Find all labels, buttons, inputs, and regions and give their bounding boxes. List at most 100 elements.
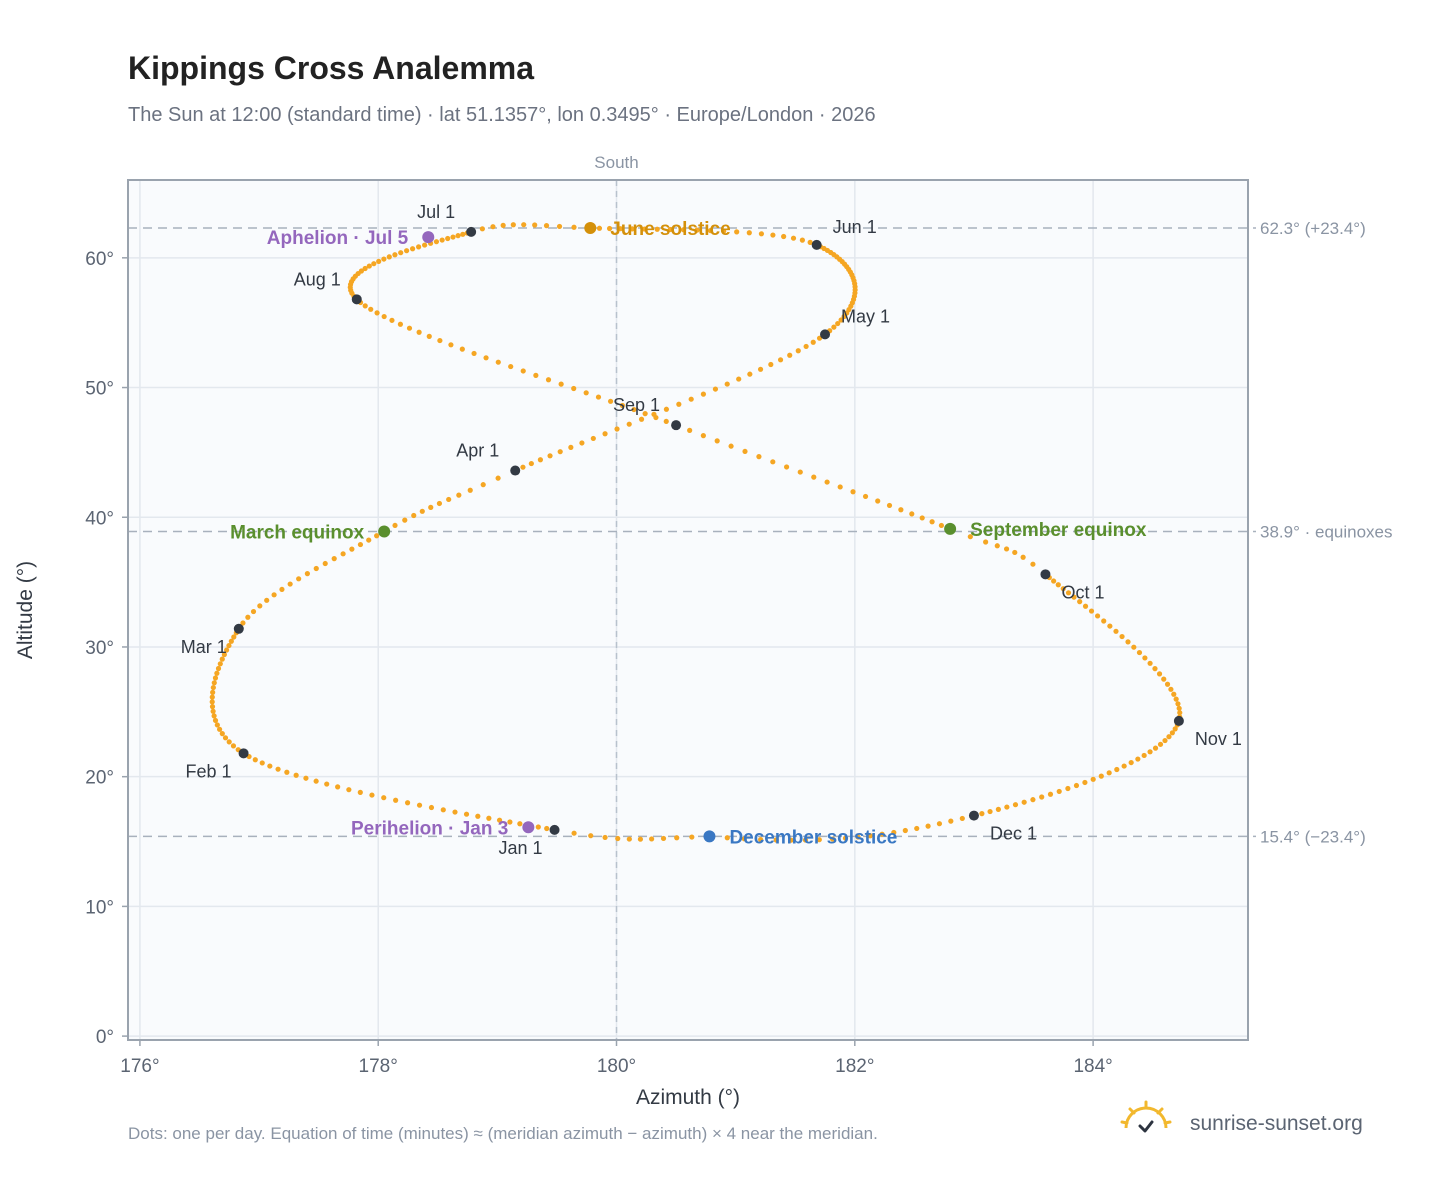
daily-sun-dot: [979, 811, 985, 817]
event-marker: [422, 231, 435, 244]
daily-sun-dot: [687, 427, 693, 433]
daily-sun-dot: [1131, 644, 1137, 650]
daily-sun-dot: [393, 797, 399, 803]
daily-sun-dot: [349, 546, 355, 552]
daily-sun-dot: [340, 551, 346, 557]
daily-sun-dot: [783, 464, 790, 470]
daily-sun-dot: [386, 254, 392, 260]
daily-sun-dot: [1113, 628, 1119, 634]
daily-sun-dot: [296, 576, 302, 582]
daily-sun-dot: [210, 684, 216, 691]
daily-sun-dot: [663, 406, 670, 412]
daily-sun-dot: [967, 534, 973, 540]
daily-sun-dot: [1030, 797, 1036, 803]
daily-sun-dot: [811, 474, 817, 480]
daily-sun-dot: [1003, 546, 1010, 552]
month-marker: [1040, 569, 1051, 580]
daily-sun-dot: [787, 352, 793, 358]
event-label: September equinox: [970, 520, 1147, 541]
daily-sun-dot: [1177, 710, 1183, 716]
daily-sun-dot: [1142, 655, 1148, 661]
month-label: Mar 1: [181, 637, 227, 657]
daily-sun-dot: [1073, 782, 1080, 789]
month-markers: Jan 1 Feb 1 Mar 1 Apr 1 May 1 Jun 1 Jul 1 Aug 1…: [181, 202, 1242, 858]
daily-sun-dot: [426, 333, 432, 339]
daily-sun-dot: [909, 511, 915, 517]
daily-sun-dot: [768, 361, 774, 368]
reference-line-label: 38.9° · equinoxes: [1260, 523, 1393, 542]
daily-sun-dot: [508, 363, 514, 370]
daily-sun-dot: [919, 515, 925, 521]
daily-sun-dot: [631, 406, 637, 413]
daily-sun-dot: [362, 303, 368, 309]
daily-sun-dot: [324, 781, 330, 787]
daily-sun-dot: [228, 638, 234, 644]
daily-sun-dot: [1020, 554, 1026, 560]
daily-sun-dot: [507, 819, 513, 825]
daily-sun-dot: [1125, 639, 1131, 645]
daily-sun-dot: [700, 391, 707, 397]
daily-sun-dot: [571, 385, 577, 392]
daily-sun-dot: [433, 239, 440, 245]
month-marker: [238, 748, 249, 759]
daily-sun-dot: [842, 835, 849, 841]
brand-logo[interactable]: sunrise-sunset.org: [1120, 1100, 1390, 1150]
daily-sun-dot: [362, 265, 368, 272]
daily-sun-dot: [1071, 594, 1077, 600]
daily-sun-dot: [257, 603, 263, 609]
daily-sun-dot: [742, 448, 748, 455]
month-marker: [811, 239, 822, 250]
daily-sun-dot: [746, 230, 752, 236]
daily-sun-dot: [1164, 681, 1171, 687]
month-label: Jun 1: [833, 217, 877, 237]
daily-sun-dot: [467, 487, 473, 493]
daily-sun-dot: [210, 708, 216, 714]
daily-sun-dot: [1169, 730, 1175, 736]
daily-sun-dot: [781, 233, 787, 240]
daily-sun-dot: [649, 836, 655, 842]
daily-sun-dot: [1082, 779, 1088, 786]
daily-sun-dot: [995, 806, 1001, 812]
daily-sun-dot: [1157, 741, 1164, 747]
daily-sun-dot: [770, 459, 776, 465]
daily-sun-dot: [275, 766, 281, 772]
daily-sun-dot: [533, 372, 539, 378]
month-marker: [1173, 715, 1184, 726]
daily-sun-dot: [398, 250, 404, 256]
daily-sun-dot: [629, 226, 635, 232]
daily-sun-dot: [212, 675, 219, 681]
daily-sun-dot: [428, 804, 435, 811]
daily-sun-dot: [389, 317, 395, 323]
month-label: Oct 1: [1061, 582, 1104, 602]
daily-sun-dot: [626, 421, 632, 427]
axes: 176° 178° 180° 182° 184° 0° 10° 20° 30° 40° 50° 60°…: [14, 179, 1249, 1109]
daily-sun-dot: [532, 222, 538, 228]
chart-title: Kippings Cross Analemma: [128, 50, 535, 86]
event-label: December solstice: [729, 827, 897, 848]
month-label: Feb 1: [186, 761, 232, 781]
month-marker: [351, 294, 362, 305]
daily-sun-dot: [392, 252, 398, 258]
daily-sun-dot: [607, 398, 614, 404]
daily-sun-dot: [1065, 590, 1072, 596]
daily-sun-dot: [1168, 686, 1174, 692]
daily-sun-dot: [688, 396, 694, 402]
daily-sun-dot: [557, 449, 563, 455]
chart-subtitle: The Sun at 12:00 (standard time) · lat 5…: [128, 104, 876, 126]
daily-sun-dot: [226, 739, 232, 745]
daily-sun-dot: [419, 508, 425, 514]
daily-sun-dot: [795, 348, 801, 354]
daily-sun-dot: [1047, 791, 1054, 797]
daily-sun-dot: [721, 228, 727, 234]
daily-sun-dot: [1012, 802, 1019, 808]
daily-sun-dot: [802, 837, 809, 843]
daily-sun-dot: [520, 464, 526, 470]
daily-sun-dot: [867, 833, 873, 839]
plot-frame: [127, 179, 1249, 1041]
y-tick-label: 30°: [85, 638, 114, 659]
daily-sun-dot: [1101, 618, 1107, 624]
daily-sun-dot: [1021, 799, 1027, 805]
daily-sun-dot: [700, 433, 706, 439]
daily-sun-dot: [495, 475, 501, 481]
